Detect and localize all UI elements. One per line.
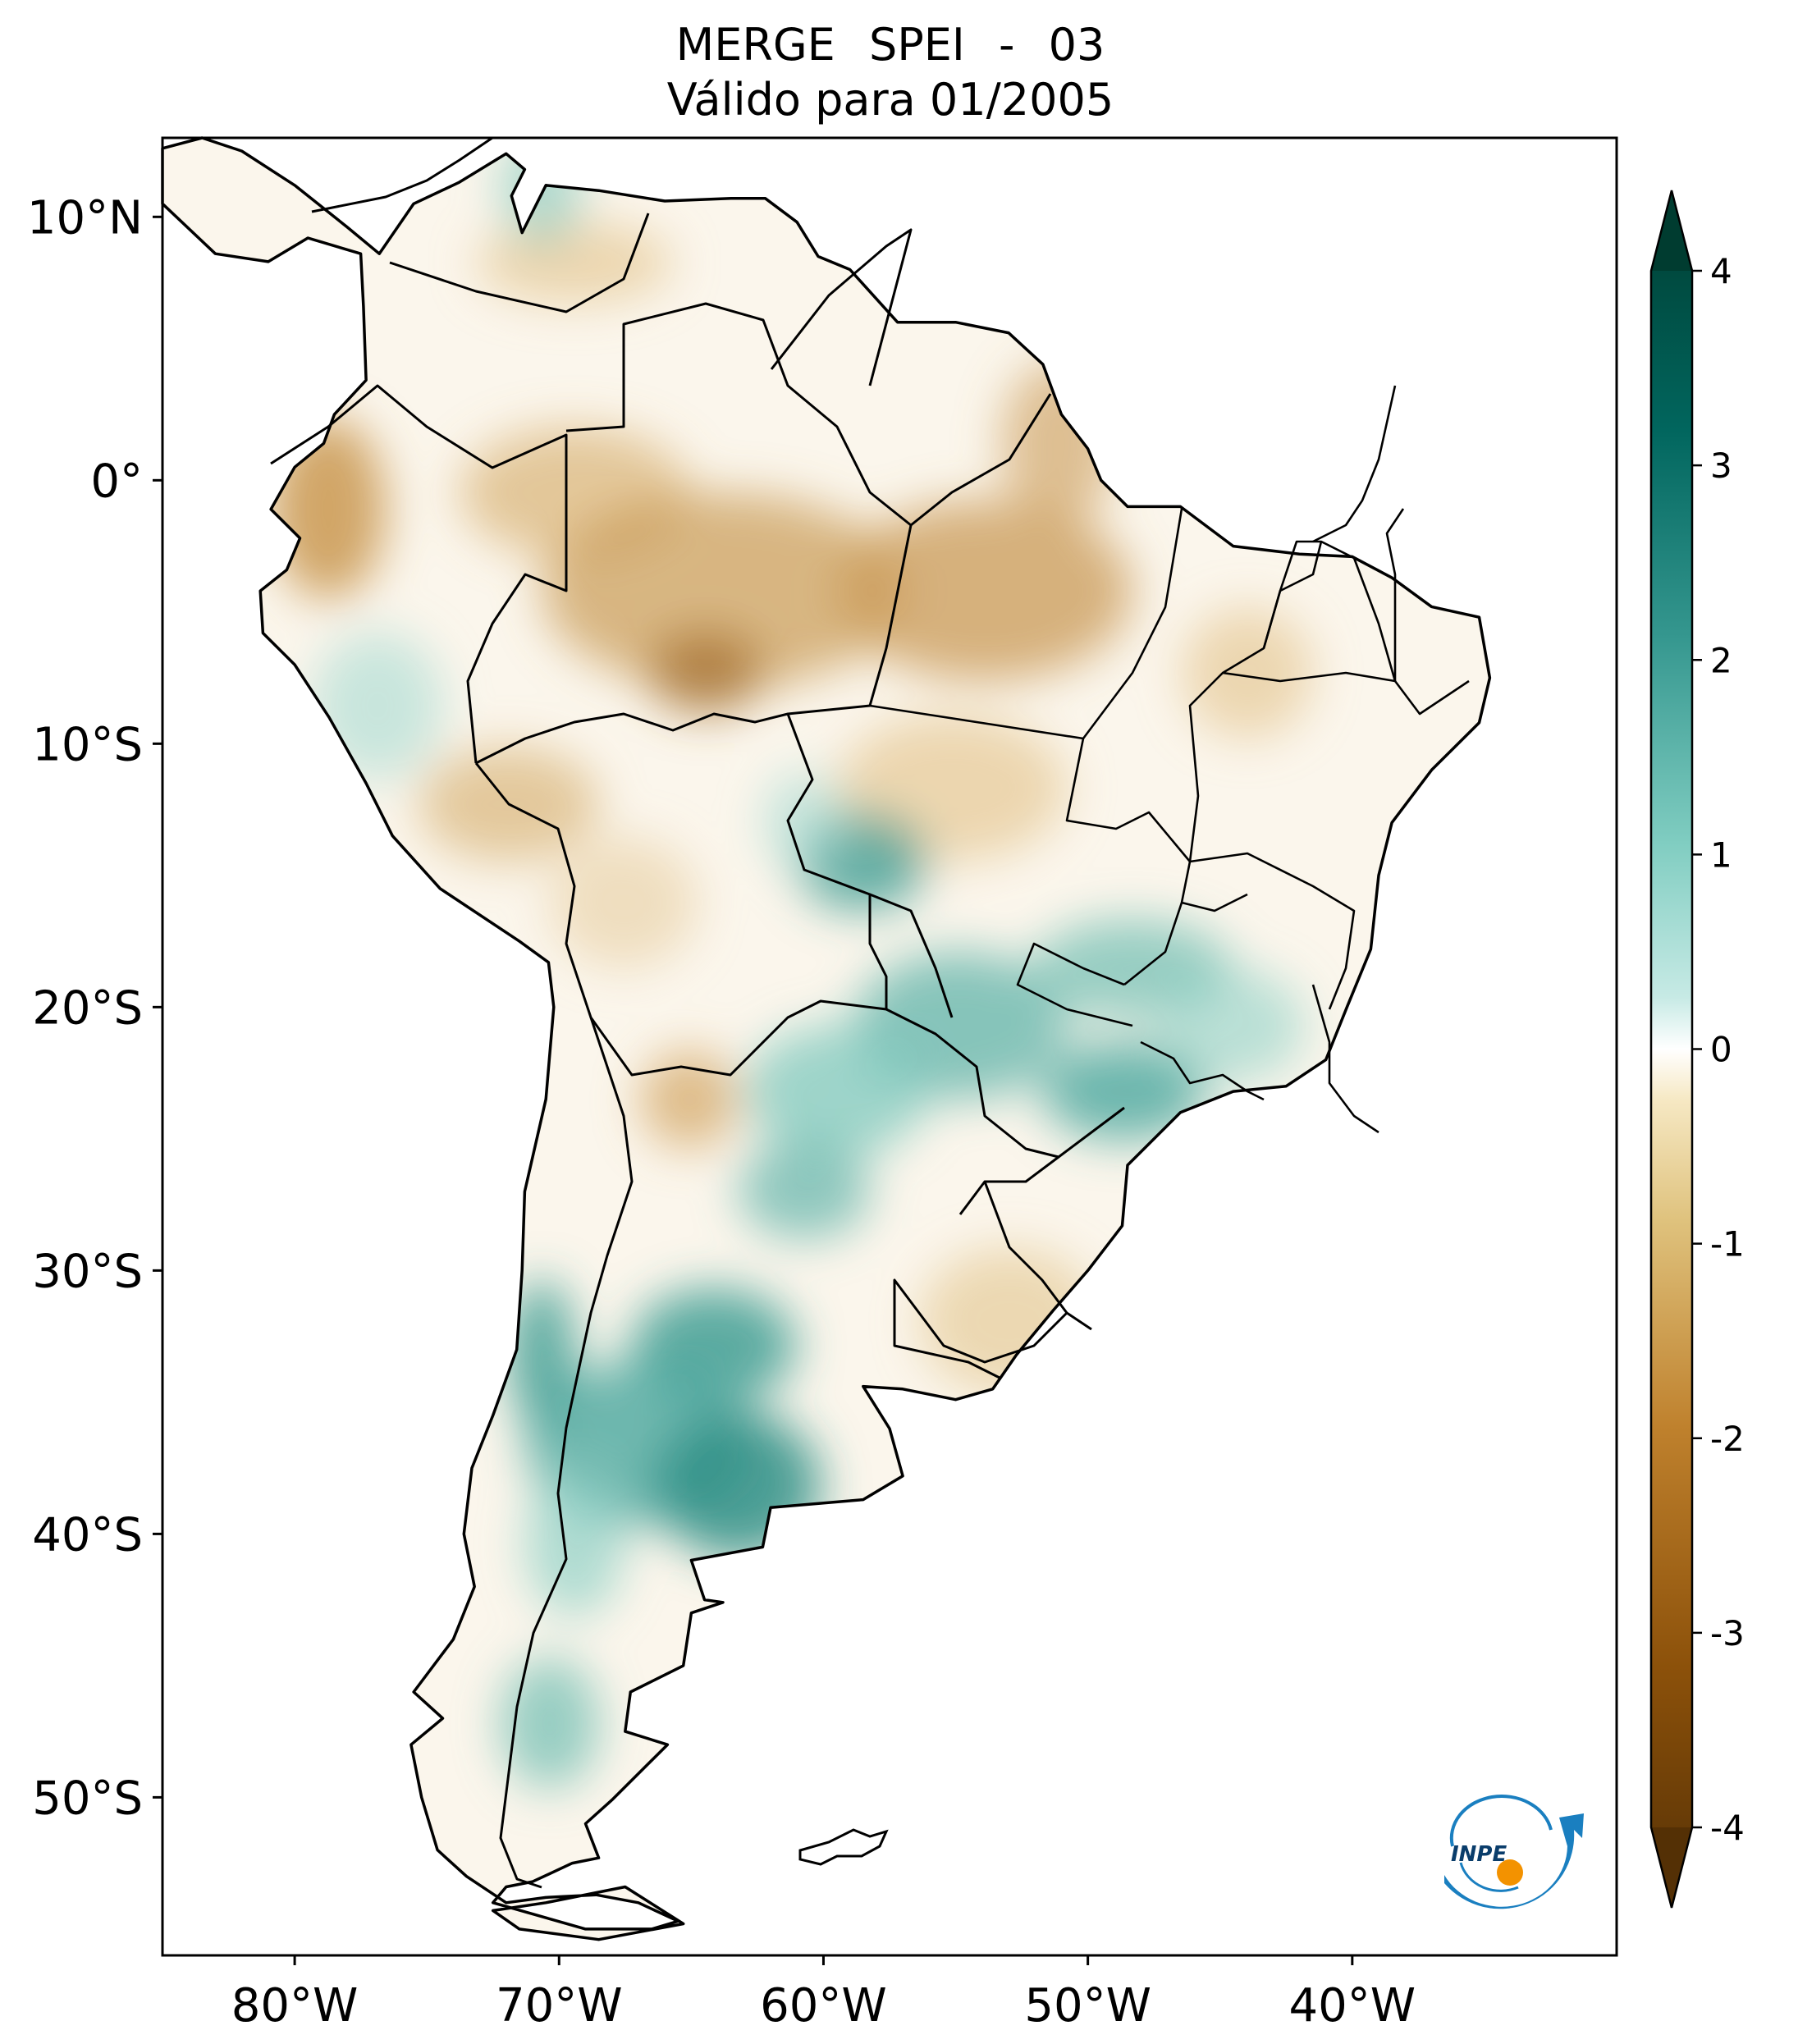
colorbar-tick-label: 0 — [1710, 1030, 1732, 1070]
colorbar-tick-label: 4 — [1710, 251, 1732, 291]
colorbar-fill — [1651, 190, 1692, 1908]
colorbar-tick-label: -2 — [1710, 1419, 1745, 1459]
state-borders — [869, 385, 1470, 1134]
lat-tick-label: 20°S — [32, 981, 143, 1035]
inpe-logo: INPE — [1444, 1795, 1584, 1909]
map-subtitle: Válido para 01/2005 — [666, 74, 1114, 126]
latitude-axis: 10°N 0° 10°S 20°S 30°S 40°S 50°S — [27, 191, 162, 1825]
falkland-islands — [798, 1828, 889, 1866]
lat-tick-label: 40°S — [32, 1508, 143, 1562]
map-title: MERGE SPEI - 03 — [675, 19, 1105, 71]
colorbar-tick-label: 1 — [1710, 835, 1732, 875]
colorbar-tick-label: -1 — [1710, 1224, 1745, 1264]
lat-tick-label: 0° — [90, 455, 143, 508]
lat-tick-label: 30°S — [32, 1245, 143, 1298]
longitude-axis: 80°W 70°W 60°W 50°W 40°W — [231, 1955, 1416, 2033]
lat-tick-label: 10°N — [27, 191, 143, 245]
country-borders — [270, 136, 1125, 1889]
lat-tick-label: 10°S — [32, 718, 143, 771]
colorbar: 4 3 2 1 0 -1 -2 -3 -4 — [1649, 190, 1745, 1909]
lon-tick-label: 80°W — [231, 1979, 359, 2033]
inpe-logo-text: INPE — [1451, 1842, 1507, 1867]
lon-tick-label: 40°W — [1288, 1979, 1416, 2033]
colorbar-tick-label: -3 — [1710, 1613, 1745, 1653]
colorbar-tick-label: -4 — [1710, 1808, 1745, 1848]
spei-field — [162, 138, 1490, 1940]
lon-tick-label: 70°W — [496, 1979, 623, 2033]
lat-tick-label: 50°S — [32, 1772, 143, 1825]
lon-tick-label: 60°W — [760, 1979, 887, 2033]
colorbar-upper-extension — [1651, 190, 1692, 271]
colorbar-tick-label: 2 — [1710, 640, 1732, 680]
coastline — [161, 136, 1492, 1941]
colorbar-lower-extension — [1651, 1827, 1692, 1908]
lon-tick-label: 50°W — [1024, 1979, 1151, 2033]
map-frame — [161, 136, 1618, 1957]
colorbar-tick-label: 3 — [1710, 446, 1732, 486]
